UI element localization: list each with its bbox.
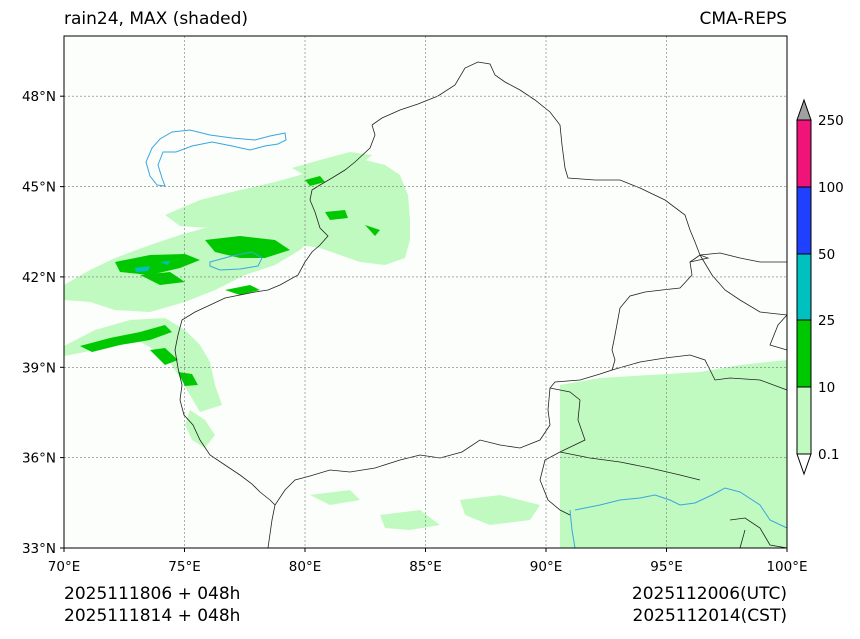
map-title: rain24, MAX (shaded) xyxy=(64,9,249,29)
lat-tick-label: 42°N xyxy=(22,270,56,286)
lat-tick-label: 48°N xyxy=(22,89,56,105)
moderate-rain-areas xyxy=(80,176,380,386)
colorbar-under-arrow xyxy=(796,453,812,476)
colorbar-segment xyxy=(796,119,812,188)
valid-time-utc: 2025112006(UTC) xyxy=(631,584,787,604)
colorbar-segment xyxy=(796,253,812,321)
lat-tick-labels: 33°N 36°N 39°N 42°N 45°N 48°N xyxy=(22,89,56,557)
colorbar-label: 100 xyxy=(818,180,844,196)
colorbar-segment xyxy=(796,386,812,455)
lon-tick-labels: 70°E 75°E 80°E 85°E 90°E 95°E 100°E xyxy=(48,559,808,575)
colorbar-label: 50 xyxy=(818,247,835,263)
lat-tick-label: 45°N xyxy=(22,180,56,196)
init-time-utc: 2025111806 + 048h xyxy=(64,584,241,604)
rivers-lakes xyxy=(145,129,788,549)
lon-tick-label: 85°E xyxy=(409,559,441,575)
colorbar-label: 10 xyxy=(818,380,835,396)
tick-marks xyxy=(60,95,788,552)
colorbar-label: 250 xyxy=(818,113,844,129)
lat-tick-label: 39°N xyxy=(22,360,56,376)
colorbar: 0.1 10 25 50 100 250 xyxy=(796,98,844,476)
colorbar-over-arrow xyxy=(796,98,812,121)
lon-tick-label: 70°E xyxy=(48,559,80,575)
light-rain-areas xyxy=(64,152,787,548)
colorbar-segment xyxy=(796,186,812,255)
init-time-cst: 2025111814 + 048h xyxy=(64,606,241,626)
lon-tick-label: 75°E xyxy=(168,559,200,575)
graticule xyxy=(64,36,787,548)
valid-time-cst: 2025112014(CST) xyxy=(632,606,787,626)
colorbar-label: 25 xyxy=(818,313,835,329)
colorbar-segment xyxy=(796,319,812,388)
lat-tick-label: 36°N xyxy=(22,451,56,467)
heavy-rain-spots xyxy=(135,261,170,272)
lon-tick-label: 95°E xyxy=(650,559,682,575)
colorbar-label: 0.1 xyxy=(818,447,839,463)
model-name: CMA-REPS xyxy=(699,9,787,29)
lon-tick-label: 90°E xyxy=(530,559,562,575)
lon-tick-label: 100°E xyxy=(766,559,807,575)
lat-tick-label: 33°N xyxy=(22,541,56,557)
lon-tick-label: 80°E xyxy=(289,559,321,575)
